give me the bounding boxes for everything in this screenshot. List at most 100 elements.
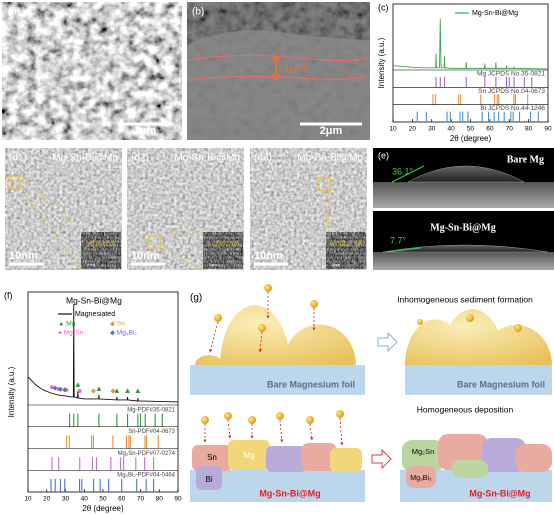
marker-legend: ◆:Mg₃Bi₂ [110,330,137,337]
foil [190,365,365,395]
zoom-line [19,175,82,233]
plot-frame [27,291,179,493]
inset-text: Sn(101) 2.79Å [330,240,363,247]
inset-scale: 2nm [332,262,340,267]
substrate [373,182,554,208]
chart-title: Mg-Sn-Bi@Mg [66,295,122,305]
marker [62,387,68,393]
scale-label: 10nm [131,250,160,262]
block-label: Mg₃Bi₂ [410,475,432,482]
panel-label: (c) [378,2,389,12]
block-label: Mg [243,451,254,460]
angle-line [391,165,425,183]
x-tick-label: 80 [525,126,533,133]
zoom-line [160,231,204,237]
marker-legend: ●:Mg₂Sn [58,330,84,337]
panel-title: Mg-Sn-Bi@Mg [297,153,363,164]
x-axis-label: 2θ (degree) [82,504,124,513]
arrow [377,331,398,353]
inset-text: Mg₃Bi₂ (110) [87,241,115,247]
x-tick-label: 20 [409,126,417,133]
dome [195,305,356,365]
panel-title: Mg-Sn-Bi@Mg [52,153,118,164]
sample-title: Mg-Sn-Bi@Mg [430,222,495,233]
x-tick-label: 10 [389,126,397,133]
marker [110,388,116,394]
block [406,466,436,488]
ion-arrows [209,292,316,353]
x-tick-label: 60 [118,496,126,503]
x-tick-label: 90 [174,496,182,503]
x-tick-label: 70 [137,496,145,503]
x-tick-label: 10 [24,496,32,503]
inset [80,231,122,270]
x-tick-label: 70 [506,126,514,133]
x-tick-label: 30 [428,126,436,133]
marker [114,388,120,393]
substrate [373,252,554,270]
thickness-label: 1μm [284,62,306,74]
inset [325,231,367,270]
marker [57,386,63,392]
x-tick-label: 40 [81,496,89,503]
ion-arrows [203,417,344,446]
block [402,440,444,472]
angle-label: 7.7° [390,235,407,245]
arrow-heads [271,54,281,82]
panel-label: (a) [8,7,20,18]
x-tick-label: 30 [62,496,70,503]
x-tick-label: 40 [448,126,456,133]
scale-label: 10nm [254,250,283,262]
block [228,440,270,470]
x-tick-label: 50 [467,126,475,133]
block [302,443,336,471]
ions [214,284,318,332]
deposit [514,324,522,332]
x-tick-label: 90 [544,126,552,133]
block [330,448,362,472]
pattern-line [27,303,179,403]
ions [201,410,344,424]
reference-label: Bi JCPDS No.44-1246 [480,105,545,112]
caption: Inhomogeneous sediment formation [397,294,533,304]
panel-label: (b) [192,7,204,18]
panel-label: (f) [4,290,13,300]
foil-label: Bare Magnesium foil [267,379,355,389]
block [192,445,232,471]
marker [75,382,81,387]
block [515,444,552,472]
angle-line [385,247,421,253]
scale-label: 2μm [320,125,343,137]
layer-edge [186,73,371,81]
panel-title: Mg-Sn-Bi@Mg [174,153,240,164]
marker-legend: ◆:Sn [110,321,125,328]
dome [405,309,552,365]
panel-label: (g) [190,293,202,304]
reference-label: Sn-PDF#04-0673 [128,429,175,435]
layer-edge [186,54,371,62]
x-tick-label: 80 [156,496,164,503]
droplet [382,244,549,253]
x-tick-label: 20 [43,496,51,503]
zoom-box [148,235,162,249]
sample-title: Bare Mg [507,154,544,165]
inset [202,231,244,270]
block [266,446,306,472]
block-label: Sn [207,453,217,462]
zoom-box [7,175,21,189]
deposit [417,319,423,325]
film [187,30,370,141]
foil-label: Bare Magnesium foil [457,379,545,389]
inset-text: Sn(200) 2.92Å [207,240,240,247]
panel-label: (e) [378,150,389,160]
scale-label: 10nm [9,250,38,262]
panel-label: (d2) [131,153,149,164]
legend-label: Mg-Sn-Bi@Mg [472,10,518,17]
reference-label: Mg₂Sn-PDF#07-0274 [118,451,176,457]
zoom-box [317,177,331,191]
marker-legend: ▲:Mg [58,321,76,328]
x-tick-label: 50 [99,496,107,503]
marker [52,385,58,391]
marker [90,388,96,394]
